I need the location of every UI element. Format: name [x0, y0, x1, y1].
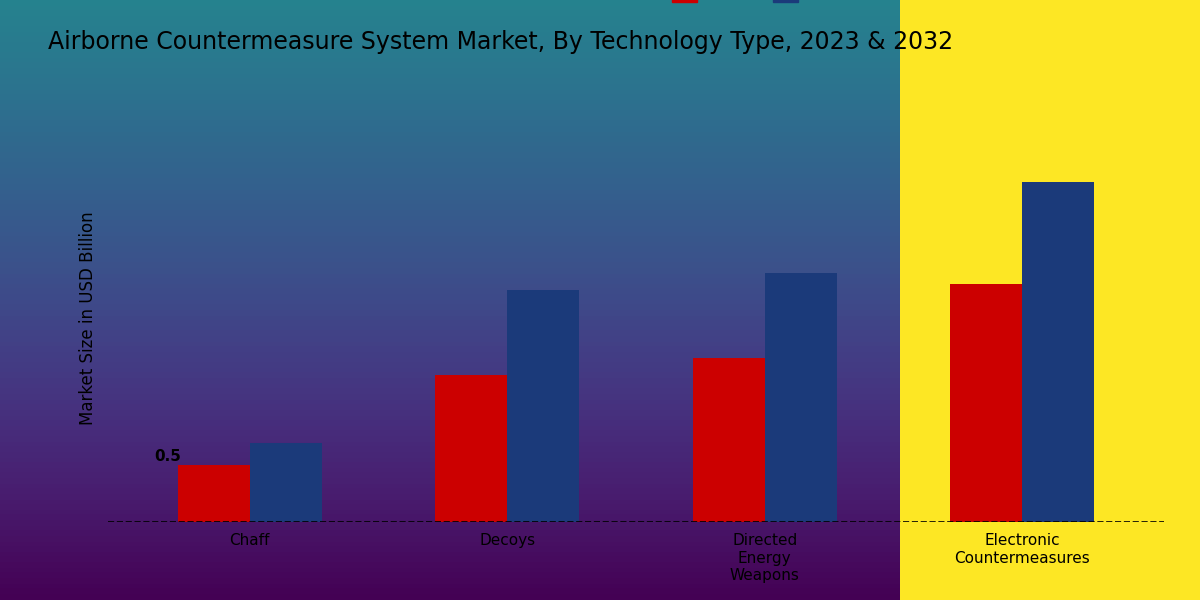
Bar [692, 358, 764, 522]
Bar [764, 272, 836, 522]
Bar [950, 284, 1022, 522]
Bar [508, 290, 580, 522]
Bar [436, 374, 508, 522]
Text: Airborne Countermeasure System Market, By Technology Type, 2023 & 2032: Airborne Countermeasure System Market, B… [48, 30, 953, 54]
Bar [1022, 182, 1094, 522]
Legend: 2023, 2032: 2023, 2032 [665, 0, 860, 11]
Bar [250, 443, 322, 522]
Bar [178, 466, 250, 522]
Y-axis label: Market Size in USD Billion: Market Size in USD Billion [79, 211, 97, 425]
Text: 0.5: 0.5 [154, 449, 181, 464]
